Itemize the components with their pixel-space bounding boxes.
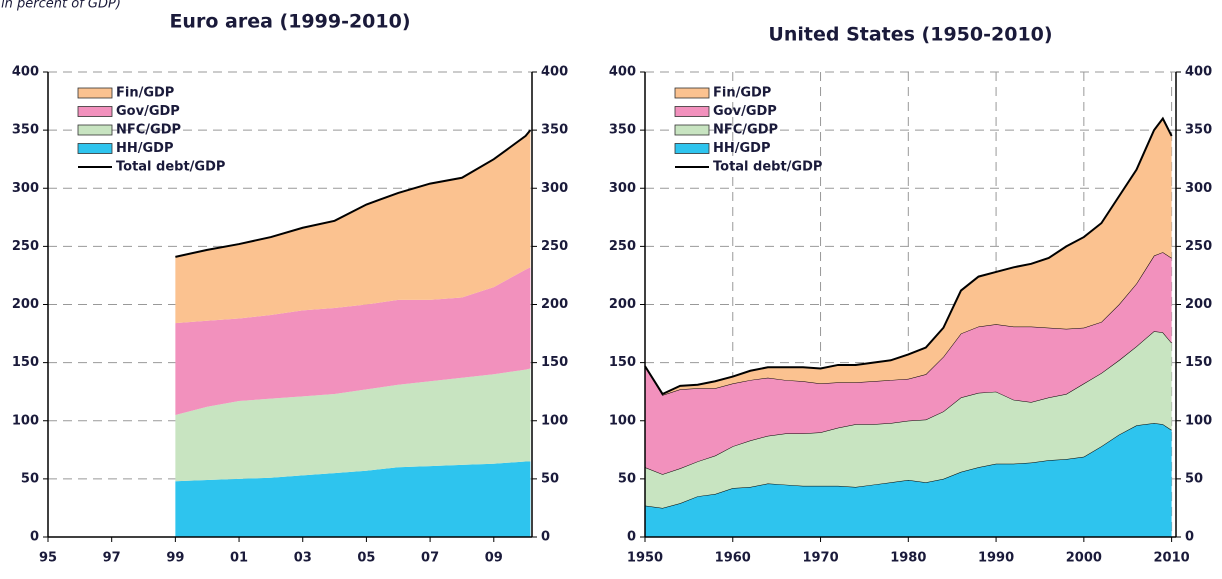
y-tick-label: 150 bbox=[609, 355, 636, 370]
y-tick-label: 250 bbox=[12, 239, 39, 254]
x-tick-label: 99 bbox=[166, 551, 184, 566]
y2-tick-label: 350 bbox=[1185, 123, 1212, 138]
y-tick-label: 0 bbox=[30, 530, 39, 545]
x-tick-label: 09 bbox=[485, 551, 503, 566]
x-tick-label: 1980 bbox=[890, 551, 926, 566]
total-line bbox=[175, 129, 532, 258]
y2-tick-label: 250 bbox=[1185, 239, 1212, 254]
x-tick-label: 2000 bbox=[1066, 551, 1102, 566]
x-tick-label: 01 bbox=[230, 551, 248, 566]
area bbox=[645, 252, 1172, 475]
y-tick-label: 50 bbox=[21, 471, 39, 486]
y-tick-label: 350 bbox=[609, 123, 636, 138]
x-tick-label: 03 bbox=[294, 551, 312, 566]
area bbox=[175, 267, 531, 415]
y2-tick-label: 150 bbox=[1185, 355, 1212, 370]
legend-swatch bbox=[77, 124, 113, 136]
legend-swatch bbox=[77, 143, 113, 154]
y2-tick-label: 150 bbox=[541, 355, 568, 370]
x-tick-label: 05 bbox=[357, 551, 375, 566]
x-tick-label: 1950 bbox=[627, 551, 663, 566]
legend-label: Total debt/GDP bbox=[713, 160, 822, 175]
y-tick-label: 400 bbox=[609, 65, 636, 80]
area bbox=[645, 118, 1172, 396]
y-tick-label: 400 bbox=[12, 65, 39, 80]
y-tick-label: 300 bbox=[12, 181, 39, 196]
y-tick-label: 100 bbox=[609, 413, 636, 428]
x-tick-label: 95 bbox=[39, 551, 57, 566]
legend-swatch bbox=[674, 106, 710, 117]
y2-tick-label: 300 bbox=[541, 181, 568, 196]
legend-label: Gov/GDP bbox=[116, 104, 180, 119]
chart-title: Euro area (1999-2010) bbox=[169, 11, 410, 33]
y-tick-label: 350 bbox=[12, 123, 39, 138]
y2-tick-label: 400 bbox=[1185, 65, 1212, 80]
y2-tick-label: 400 bbox=[541, 65, 568, 80]
y2-tick-label: 0 bbox=[1185, 530, 1194, 545]
legend-label: Fin/GDP bbox=[713, 86, 771, 101]
legend-label: NFC/GDP bbox=[116, 123, 181, 138]
y-tick-label: 50 bbox=[618, 471, 636, 486]
area bbox=[645, 331, 1172, 508]
x-tick-label: 1970 bbox=[802, 551, 838, 566]
legend-label: HH/GDP bbox=[116, 141, 174, 156]
legend-swatch bbox=[674, 143, 710, 154]
chart-title: United States (1950-2010) bbox=[768, 24, 1052, 46]
legend-label: Fin/GDP bbox=[116, 86, 174, 101]
y2-tick-label: 200 bbox=[541, 297, 568, 312]
area bbox=[175, 130, 531, 324]
legend-swatch bbox=[77, 87, 113, 99]
y-tick-label: 250 bbox=[609, 239, 636, 254]
total-line bbox=[644, 116, 1173, 396]
legend-swatch bbox=[674, 124, 710, 136]
y2-tick-label: 250 bbox=[541, 239, 568, 254]
legend-swatch bbox=[674, 87, 710, 99]
legend-label: HH/GDP bbox=[713, 141, 771, 156]
area bbox=[175, 461, 531, 537]
y-tick-label: 200 bbox=[12, 297, 39, 312]
x-tick-label: 1960 bbox=[715, 551, 751, 566]
y2-tick-label: 100 bbox=[541, 413, 568, 428]
area-outline bbox=[644, 422, 1172, 509]
legend-label: Total debt/GDP bbox=[116, 160, 225, 175]
y2-tick-label: 0 bbox=[541, 530, 550, 545]
y-tick-label: 100 bbox=[12, 413, 39, 428]
x-tick-label: 2010 bbox=[1154, 551, 1190, 566]
y2-tick-label: 50 bbox=[1185, 471, 1203, 486]
x-tick-label: 1990 bbox=[978, 551, 1014, 566]
subtitle: (in percent of GDP) bbox=[0, 0, 121, 12]
y-tick-label: 200 bbox=[609, 297, 636, 312]
y-tick-label: 150 bbox=[12, 355, 39, 370]
y-tick-label: 0 bbox=[627, 530, 636, 545]
legend-swatch bbox=[77, 106, 113, 117]
y2-tick-label: 350 bbox=[541, 123, 568, 138]
y2-tick-label: 200 bbox=[1185, 297, 1212, 312]
y-tick-label: 300 bbox=[609, 181, 636, 196]
x-tick-label: 97 bbox=[103, 551, 121, 566]
y2-tick-label: 50 bbox=[541, 471, 559, 486]
x-tick-label: 07 bbox=[421, 551, 439, 566]
legend-label: Gov/GDP bbox=[713, 104, 777, 119]
y2-tick-label: 300 bbox=[1185, 181, 1212, 196]
area bbox=[175, 368, 531, 482]
y2-tick-label: 100 bbox=[1185, 413, 1212, 428]
legend-label: NFC/GDP bbox=[713, 123, 778, 138]
